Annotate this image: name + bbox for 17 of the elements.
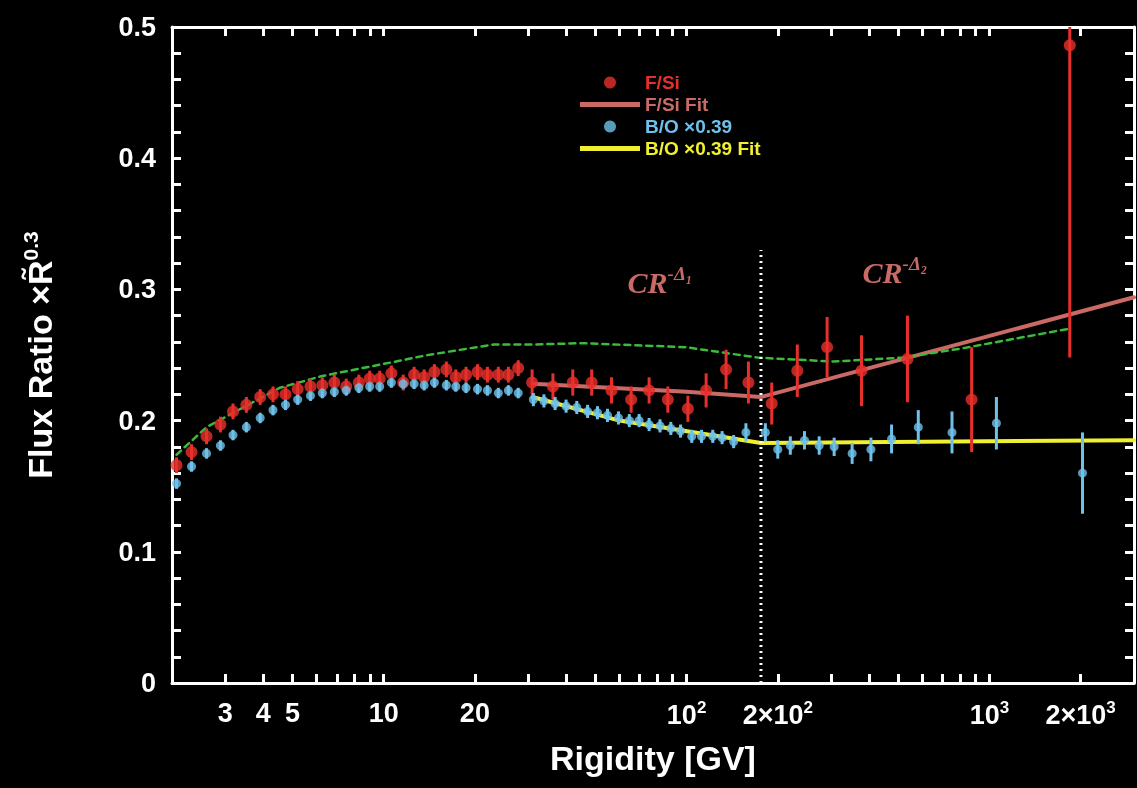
legend-label: F/Si (645, 72, 680, 93)
legend-label: B/O ×0.39 (645, 116, 733, 137)
y-tick-label: 0 (140, 668, 156, 698)
y-tick-label: 0.1 (118, 536, 156, 567)
x-tick-label: 10 (368, 697, 399, 728)
legend-label: F/Si Fit (645, 94, 709, 115)
y-tick-label: 0.3 (118, 274, 156, 305)
y-tick-label: 0.2 (118, 405, 156, 436)
legend-label: B/O ×0.39 Fit (645, 138, 762, 159)
x-tick-label: 5 (285, 697, 301, 728)
x-tick-label: 20 (459, 697, 490, 728)
x-tick-label: 3 (217, 697, 233, 728)
y-axis-title: Flux Ratio ×R̃0.3 (19, 231, 59, 479)
y-tick-label: 0.5 (118, 12, 156, 42)
x-tick-label: 4 (255, 697, 271, 728)
x-axis-title: Rigidity [GV] (550, 739, 756, 777)
y-tick-label: 0.4 (118, 143, 156, 174)
